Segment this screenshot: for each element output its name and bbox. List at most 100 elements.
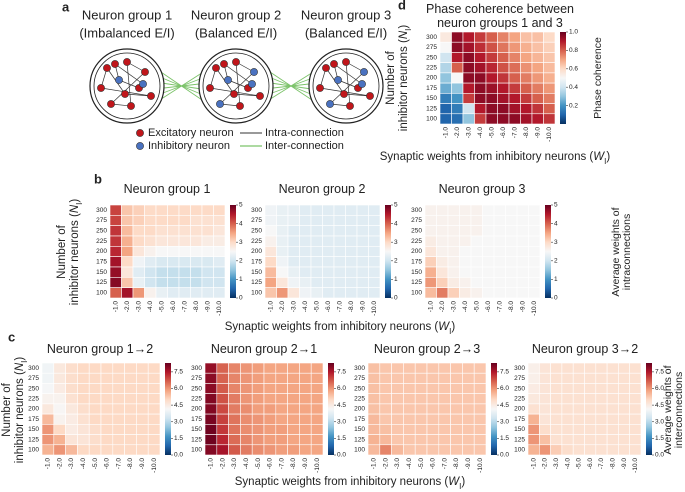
heatmap-cell bbox=[473, 383, 487, 394]
heatmap-cell bbox=[299, 403, 312, 415]
heatmap-cell bbox=[473, 403, 487, 415]
colorbar-tick-label: 4 bbox=[554, 220, 558, 227]
x-tick-label: -6.0 bbox=[587, 458, 594, 470]
heatmap-cell bbox=[132, 266, 145, 278]
heatmap-cell bbox=[403, 424, 416, 435]
y-tick-label: 100 bbox=[96, 290, 107, 297]
label-line: Synaptic weights from inhibitory neurons… bbox=[235, 476, 466, 491]
label-part: Number of bbox=[56, 224, 68, 278]
x-tick-label: -1.0 bbox=[427, 301, 434, 313]
heatmap-cell bbox=[505, 235, 518, 247]
heatmap-cell bbox=[572, 393, 585, 405]
x-tick-label: -6.0 bbox=[104, 458, 111, 470]
heatmap-cell bbox=[345, 235, 358, 247]
heatmap-cell bbox=[121, 256, 134, 268]
heatmap-cell bbox=[462, 31, 475, 43]
neuron bbox=[111, 60, 119, 68]
heatmap-cell bbox=[77, 362, 90, 374]
y-tick-label: 100 bbox=[426, 116, 437, 123]
neuron bbox=[334, 76, 342, 84]
x-tick-label: -3.0 bbox=[450, 301, 457, 313]
heatmap-cell bbox=[561, 383, 574, 394]
heatmap-cell bbox=[629, 424, 642, 435]
y-tick-label: 150 bbox=[191, 426, 202, 433]
heatmap bbox=[264, 204, 381, 299]
heatmap-cell bbox=[216, 393, 229, 405]
heatmap-cell bbox=[216, 383, 229, 394]
x-tick-label: -9.0 bbox=[465, 458, 472, 470]
heatmap-cell bbox=[438, 372, 451, 384]
label-line: inhibitor neurons (NI) bbox=[14, 357, 29, 464]
heatmap-cell bbox=[606, 434, 619, 446]
heatmap-cell bbox=[65, 393, 78, 405]
heatmap-cell bbox=[333, 204, 346, 216]
heatmap-cell bbox=[368, 215, 381, 226]
x-tick-label: -10.0 bbox=[371, 301, 378, 316]
heatmap-cell bbox=[505, 256, 518, 268]
heatmap-cell bbox=[482, 204, 495, 216]
x-tick-label: -5.0 bbox=[576, 458, 583, 470]
heatmap-cell bbox=[527, 372, 540, 384]
heatmap-cell bbox=[414, 372, 428, 384]
heatmap-cell bbox=[447, 287, 460, 299]
heatmap-cell bbox=[121, 246, 134, 257]
heatmap-cell bbox=[216, 403, 229, 415]
intra-connection bbox=[223, 63, 253, 85]
heatmap-cell bbox=[531, 62, 544, 74]
heatmap-cell bbox=[462, 362, 475, 374]
heatmap-cell bbox=[447, 204, 460, 216]
x-tick-label: -3.0 bbox=[394, 458, 401, 470]
heatmap-cell bbox=[112, 393, 125, 405]
heatmap-cell bbox=[228, 372, 241, 384]
heatmap-cell bbox=[88, 424, 102, 435]
neuron bbox=[316, 84, 324, 92]
y-tick-label: 225 bbox=[251, 238, 262, 245]
heatmap-cell bbox=[451, 72, 464, 84]
x-tick-label: -10.0 bbox=[314, 458, 321, 473]
heatmap-cell bbox=[276, 256, 289, 268]
heatmap-cell bbox=[505, 266, 518, 278]
heatmap-cell bbox=[112, 372, 125, 384]
x-tick-label: -1.0 bbox=[112, 301, 119, 313]
heatmap-cell bbox=[485, 41, 498, 53]
heatmap-cell bbox=[482, 225, 495, 237]
heatmap-cell bbox=[190, 256, 203, 268]
x-tick-label: -6.0 bbox=[500, 127, 507, 139]
neuron bbox=[342, 58, 350, 66]
heatmap-cell bbox=[538, 444, 551, 456]
heatmap-cell bbox=[584, 444, 597, 456]
heatmap-cell bbox=[462, 62, 475, 74]
heatmap-cell bbox=[310, 393, 324, 405]
colorbar-tick-label: 5 bbox=[554, 202, 558, 209]
heatmap-cell bbox=[287, 362, 300, 374]
heatmap-cell bbox=[167, 256, 180, 268]
intra-connection bbox=[343, 93, 371, 97]
heatmap-cell bbox=[240, 383, 253, 394]
heatmap-cell bbox=[310, 215, 323, 226]
heatmap-cell bbox=[287, 413, 300, 425]
colorbar-tick-label: 2 bbox=[554, 258, 558, 265]
heatmap-cell bbox=[391, 434, 404, 446]
y-tick-label: 125 bbox=[96, 279, 107, 286]
x-tick-label: -4.0 bbox=[564, 458, 571, 470]
heatmap-cell bbox=[345, 204, 358, 216]
x-tick-label: -4.0 bbox=[243, 458, 250, 470]
heatmap-cell bbox=[41, 383, 55, 394]
heatmap-cell bbox=[367, 372, 381, 384]
heatmap-cell bbox=[109, 215, 122, 226]
heatmap-cell bbox=[482, 235, 495, 247]
x-tick-label: -2.0 bbox=[56, 458, 63, 470]
heatmap bbox=[527, 362, 642, 456]
heatmap-cell bbox=[629, 383, 642, 394]
heatmap-cell bbox=[451, 31, 464, 43]
neuron bbox=[230, 90, 238, 98]
heatmap-cell bbox=[379, 444, 392, 456]
colorbar-tick-label: 0.0 bbox=[174, 452, 183, 459]
heatmap-cell bbox=[497, 72, 510, 84]
heatmap-cell bbox=[367, 383, 381, 394]
heatmap bbox=[109, 204, 226, 299]
group-name: Neuron group 3 bbox=[301, 7, 391, 22]
heatmap-cell bbox=[100, 362, 114, 374]
heatmap-cell bbox=[438, 403, 451, 415]
heatmap-cell bbox=[112, 362, 125, 374]
